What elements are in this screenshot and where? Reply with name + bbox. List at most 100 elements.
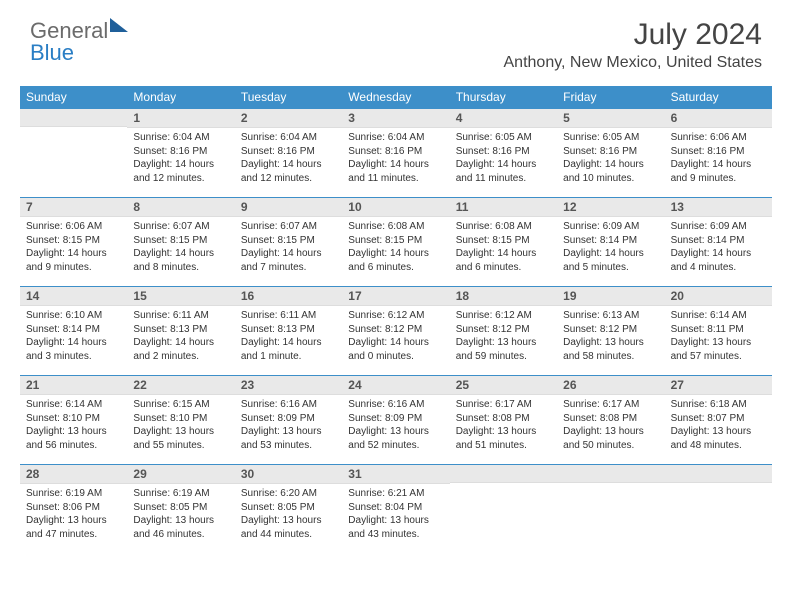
sunrise-text: Sunrise: 6:04 AM — [241, 131, 336, 145]
sunrise-text: Sunrise: 6:07 AM — [241, 220, 336, 234]
sunrise-text: Sunrise: 6:04 AM — [348, 131, 443, 145]
day-cell: 9Sunrise: 6:07 AMSunset: 8:15 PMDaylight… — [235, 198, 342, 286]
header: July 2024 Anthony, New Mexico, United St… — [504, 18, 763, 72]
day-cell: 18Sunrise: 6:12 AMSunset: 8:12 PMDayligh… — [450, 287, 557, 375]
sunrise-text: Sunrise: 6:08 AM — [456, 220, 551, 234]
sunrise-text: Sunrise: 6:04 AM — [133, 131, 228, 145]
sunrise-text: Sunrise: 6:17 AM — [456, 398, 551, 412]
day-cell: 22Sunrise: 6:15 AMSunset: 8:10 PMDayligh… — [127, 376, 234, 464]
day-cell: 2Sunrise: 6:04 AMSunset: 8:16 PMDaylight… — [235, 109, 342, 197]
sunset-text: Sunset: 8:15 PM — [133, 234, 228, 248]
daylight-text: Daylight: 14 hours and 12 minutes. — [133, 158, 228, 185]
sunset-text: Sunset: 8:14 PM — [563, 234, 658, 248]
day-number: 6 — [665, 109, 772, 128]
day-number: 28 — [20, 465, 127, 484]
day-cell: 20Sunrise: 6:14 AMSunset: 8:11 PMDayligh… — [665, 287, 772, 375]
day-cell: 12Sunrise: 6:09 AMSunset: 8:14 PMDayligh… — [557, 198, 664, 286]
dow-wednesday: Wednesday — [342, 86, 449, 108]
day-cell — [20, 109, 127, 197]
day-number: 23 — [235, 376, 342, 395]
day-number: 2 — [235, 109, 342, 128]
sunset-text: Sunset: 8:16 PM — [241, 145, 336, 159]
sunset-text: Sunset: 8:05 PM — [241, 501, 336, 515]
day-body: Sunrise: 6:11 AMSunset: 8:13 PMDaylight:… — [235, 306, 342, 369]
day-cell: 13Sunrise: 6:09 AMSunset: 8:14 PMDayligh… — [665, 198, 772, 286]
sunset-text: Sunset: 8:05 PM — [133, 501, 228, 515]
day-number: 13 — [665, 198, 772, 217]
sunrise-text: Sunrise: 6:19 AM — [133, 487, 228, 501]
day-number: 17 — [342, 287, 449, 306]
page-title: July 2024 — [504, 18, 763, 52]
day-body: Sunrise: 6:12 AMSunset: 8:12 PMDaylight:… — [342, 306, 449, 369]
day-number: 12 — [557, 198, 664, 217]
day-cell: 29Sunrise: 6:19 AMSunset: 8:05 PMDayligh… — [127, 465, 234, 553]
sunrise-text: Sunrise: 6:17 AM — [563, 398, 658, 412]
day-cell: 24Sunrise: 6:16 AMSunset: 8:09 PMDayligh… — [342, 376, 449, 464]
week-row: 28Sunrise: 6:19 AMSunset: 8:06 PMDayligh… — [20, 464, 772, 553]
day-number: 22 — [127, 376, 234, 395]
sunset-text: Sunset: 8:15 PM — [456, 234, 551, 248]
dow-thursday: Thursday — [450, 86, 557, 108]
sunset-text: Sunset: 8:06 PM — [26, 501, 121, 515]
day-cell: 15Sunrise: 6:11 AMSunset: 8:13 PMDayligh… — [127, 287, 234, 375]
daylight-text: Daylight: 13 hours and 48 minutes. — [671, 425, 766, 452]
day-body: Sunrise: 6:14 AMSunset: 8:11 PMDaylight:… — [665, 306, 772, 369]
dow-monday: Monday — [127, 86, 234, 108]
sunrise-text: Sunrise: 6:09 AM — [563, 220, 658, 234]
day-number: 30 — [235, 465, 342, 484]
day-cell: 5Sunrise: 6:05 AMSunset: 8:16 PMDaylight… — [557, 109, 664, 197]
day-body: Sunrise: 6:17 AMSunset: 8:08 PMDaylight:… — [450, 395, 557, 458]
day-cell: 16Sunrise: 6:11 AMSunset: 8:13 PMDayligh… — [235, 287, 342, 375]
sunrise-text: Sunrise: 6:05 AM — [563, 131, 658, 145]
day-number: 4 — [450, 109, 557, 128]
day-body: Sunrise: 6:04 AMSunset: 8:16 PMDaylight:… — [342, 128, 449, 191]
day-number — [450, 465, 557, 483]
day-cell: 7Sunrise: 6:06 AMSunset: 8:15 PMDaylight… — [20, 198, 127, 286]
day-body: Sunrise: 6:09 AMSunset: 8:14 PMDaylight:… — [665, 217, 772, 280]
sunset-text: Sunset: 8:07 PM — [671, 412, 766, 426]
day-cell: 10Sunrise: 6:08 AMSunset: 8:15 PMDayligh… — [342, 198, 449, 286]
day-number: 10 — [342, 198, 449, 217]
day-number: 15 — [127, 287, 234, 306]
day-cell: 26Sunrise: 6:17 AMSunset: 8:08 PMDayligh… — [557, 376, 664, 464]
day-body: Sunrise: 6:05 AMSunset: 8:16 PMDaylight:… — [557, 128, 664, 191]
day-body: Sunrise: 6:19 AMSunset: 8:06 PMDaylight:… — [20, 484, 127, 547]
daylight-text: Daylight: 13 hours and 47 minutes. — [26, 514, 121, 541]
day-body: Sunrise: 6:04 AMSunset: 8:16 PMDaylight:… — [127, 128, 234, 191]
daylight-text: Daylight: 14 hours and 0 minutes. — [348, 336, 443, 363]
sunrise-text: Sunrise: 6:19 AM — [26, 487, 121, 501]
sunset-text: Sunset: 8:15 PM — [241, 234, 336, 248]
day-body: Sunrise: 6:07 AMSunset: 8:15 PMDaylight:… — [235, 217, 342, 280]
daylight-text: Daylight: 13 hours and 51 minutes. — [456, 425, 551, 452]
day-number: 20 — [665, 287, 772, 306]
daylight-text: Daylight: 14 hours and 1 minute. — [241, 336, 336, 363]
logo-triangle-icon — [110, 18, 128, 32]
day-cell: 19Sunrise: 6:13 AMSunset: 8:12 PMDayligh… — [557, 287, 664, 375]
day-cell: 30Sunrise: 6:20 AMSunset: 8:05 PMDayligh… — [235, 465, 342, 553]
sunset-text: Sunset: 8:12 PM — [456, 323, 551, 337]
daylight-text: Daylight: 14 hours and 3 minutes. — [26, 336, 121, 363]
sunset-text: Sunset: 8:10 PM — [133, 412, 228, 426]
dow-friday: Friday — [557, 86, 664, 108]
sunrise-text: Sunrise: 6:11 AM — [241, 309, 336, 323]
day-body: Sunrise: 6:21 AMSunset: 8:04 PMDaylight:… — [342, 484, 449, 547]
sunset-text: Sunset: 8:14 PM — [26, 323, 121, 337]
day-body: Sunrise: 6:08 AMSunset: 8:15 PMDaylight:… — [342, 217, 449, 280]
calendar: Sunday Monday Tuesday Wednesday Thursday… — [20, 86, 772, 553]
sunset-text: Sunset: 8:16 PM — [563, 145, 658, 159]
location-subtitle: Anthony, New Mexico, United States — [504, 54, 763, 72]
daylight-text: Daylight: 14 hours and 8 minutes. — [133, 247, 228, 274]
daylight-text: Daylight: 13 hours and 44 minutes. — [241, 514, 336, 541]
sunrise-text: Sunrise: 6:21 AM — [348, 487, 443, 501]
week-row: 21Sunrise: 6:14 AMSunset: 8:10 PMDayligh… — [20, 375, 772, 464]
sunrise-text: Sunrise: 6:15 AM — [133, 398, 228, 412]
day-body: Sunrise: 6:16 AMSunset: 8:09 PMDaylight:… — [342, 395, 449, 458]
daylight-text: Daylight: 13 hours and 56 minutes. — [26, 425, 121, 452]
day-cell: 17Sunrise: 6:12 AMSunset: 8:12 PMDayligh… — [342, 287, 449, 375]
day-number: 16 — [235, 287, 342, 306]
day-cell: 1Sunrise: 6:04 AMSunset: 8:16 PMDaylight… — [127, 109, 234, 197]
daylight-text: Daylight: 14 hours and 10 minutes. — [563, 158, 658, 185]
week-row: 14Sunrise: 6:10 AMSunset: 8:14 PMDayligh… — [20, 286, 772, 375]
day-number — [665, 465, 772, 483]
week-row: 1Sunrise: 6:04 AMSunset: 8:16 PMDaylight… — [20, 108, 772, 197]
